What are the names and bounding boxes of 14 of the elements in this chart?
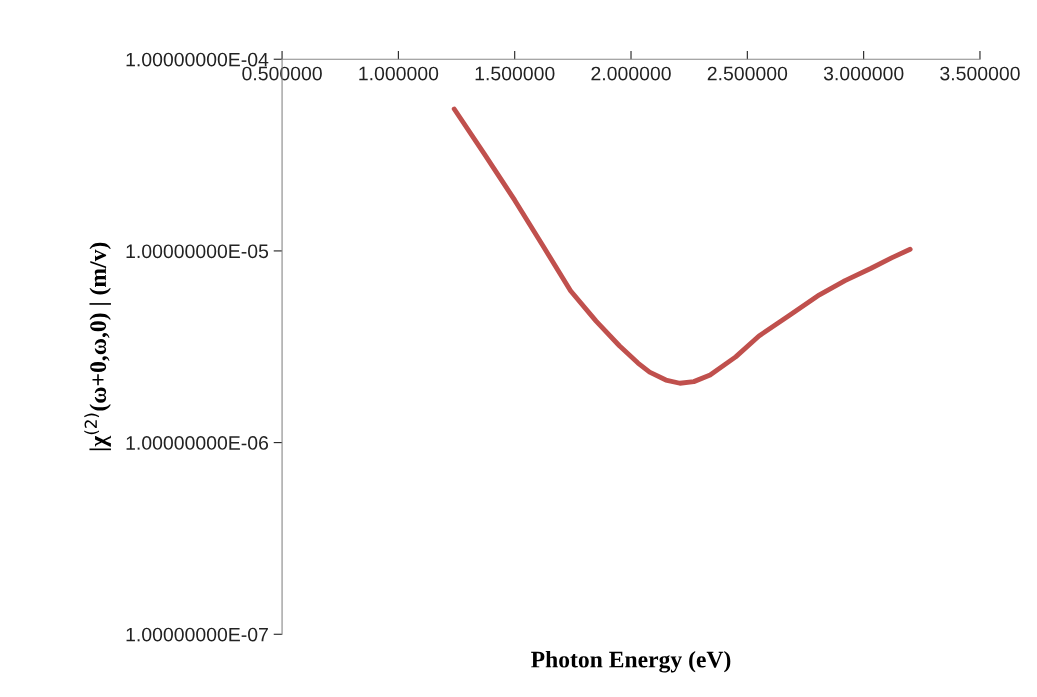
- x-tick-label: 2.500000: [707, 66, 788, 81]
- x-tick-label: 1.500000: [475, 66, 555, 81]
- x-tick-label: 3.500000: [940, 66, 1020, 81]
- x-axis-title: Photon Energy (eV): [531, 650, 731, 673]
- y-tick-label: 1.00000000E-05: [126, 244, 269, 259]
- line-series: [451, 106, 913, 386]
- y-tick-label: 1.00000000E-07: [126, 627, 268, 642]
- y-tick-label: 1.00000000E-06: [126, 436, 269, 450]
- x-tick-label: 0.500000: [242, 66, 322, 81]
- x-tick-label: 3.000000: [823, 66, 904, 81]
- x-tick-label: 1.000000: [359, 66, 439, 81]
- x-tick-label: 2.000000: [591, 66, 671, 81]
- y-axis-title: |χ$^{(2)}$(ω+0,ω,0) | (m/v): [84, 242, 111, 451]
- y-tick-label: 1.00000000E-04: [126, 52, 269, 67]
